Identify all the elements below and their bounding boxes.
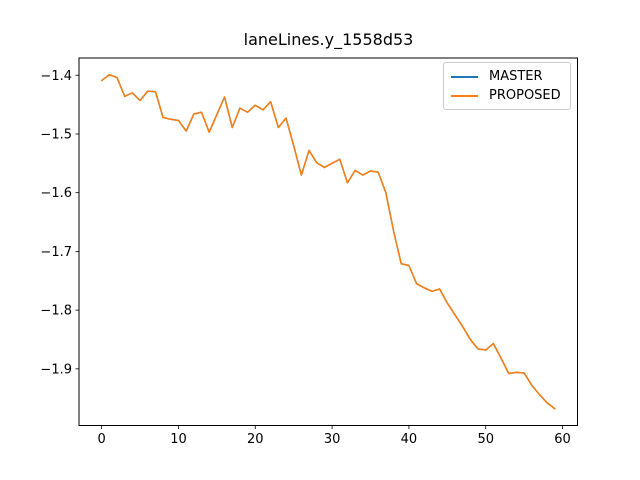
x-axis-tick-label: 20 xyxy=(247,432,264,447)
x-axis-tick-label: 0 xyxy=(98,432,106,447)
legend-entry-master: MASTER xyxy=(451,67,561,86)
x-axis-tick-label: 50 xyxy=(477,432,494,447)
y-axis-tick-label: −1.9 xyxy=(40,362,72,377)
x-axis-tick-label: 40 xyxy=(401,432,418,447)
y-axis-tick-label: −1.6 xyxy=(40,186,72,201)
x-axis-tick-label: 10 xyxy=(170,432,187,447)
series-line-proposed xyxy=(100,73,556,410)
legend-line-sample-master xyxy=(451,75,478,78)
legend-line-sample-proposed xyxy=(451,94,478,97)
legend-label-master: MASTER xyxy=(489,69,543,84)
x-axis-tick-label: 60 xyxy=(554,432,571,447)
y-axis-tick-label: −1.7 xyxy=(40,245,72,260)
y-axis-tick-label: −1.4 xyxy=(40,69,72,84)
legend: MASTER PROPOSED xyxy=(443,62,571,110)
series-line-master xyxy=(100,73,556,410)
y-axis-tick-label: −1.5 xyxy=(40,127,72,142)
y-axis-tick-label: −1.8 xyxy=(40,304,72,319)
legend-label-proposed: PROPOSED xyxy=(489,88,561,103)
x-axis-tick-label: 30 xyxy=(324,432,341,447)
legend-entry-proposed: PROPOSED xyxy=(451,86,561,105)
plot-frame xyxy=(78,57,578,426)
chart-title: laneLines.y_1558d53 xyxy=(243,30,414,49)
